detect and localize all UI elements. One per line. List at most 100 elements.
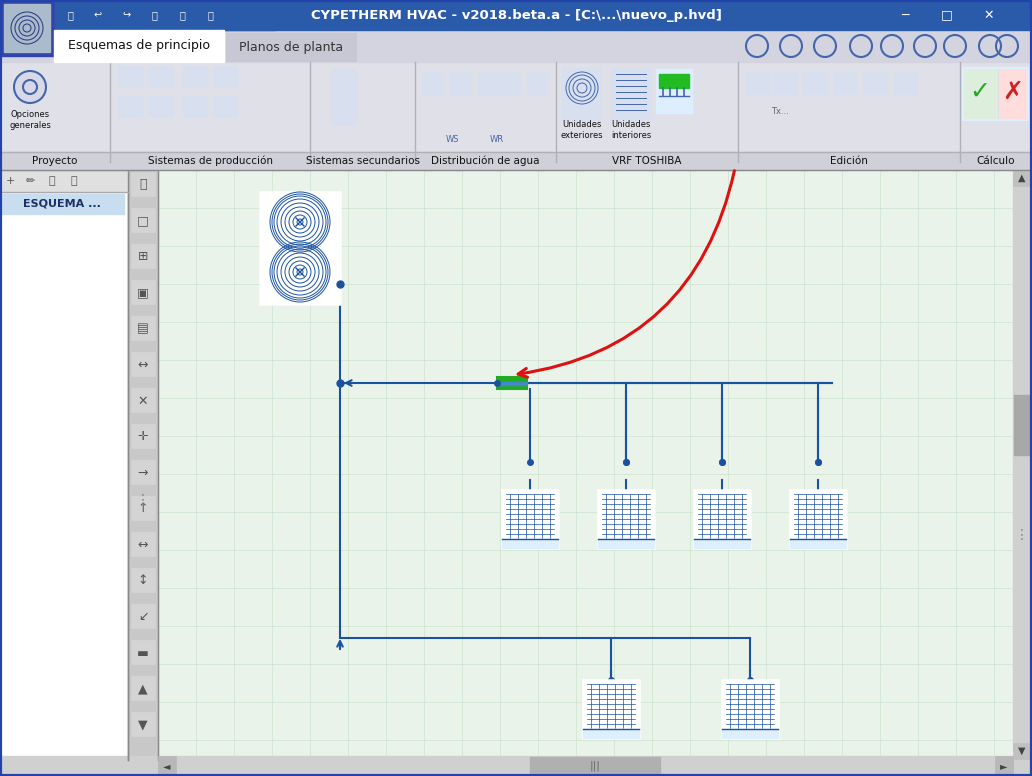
Text: ▼: ▼ xyxy=(138,719,148,732)
Text: Edición: Edición xyxy=(830,156,868,166)
Text: ▲: ▲ xyxy=(138,683,148,695)
Text: 🔧: 🔧 xyxy=(139,178,147,192)
Bar xyxy=(131,424,155,448)
Bar xyxy=(833,72,857,94)
Text: □: □ xyxy=(941,9,953,22)
Bar xyxy=(131,640,155,664)
Text: Esquemas de principio: Esquemas de principio xyxy=(68,40,209,53)
Text: ✕: ✕ xyxy=(137,394,149,407)
Bar xyxy=(497,377,527,389)
Bar xyxy=(4,4,50,52)
Text: ↕: ↕ xyxy=(137,574,149,587)
Bar xyxy=(722,729,778,738)
Bar xyxy=(54,30,224,62)
Text: |||: ||| xyxy=(589,760,601,771)
Bar xyxy=(1013,170,1032,750)
Text: ▼: ▼ xyxy=(1019,746,1026,756)
Bar xyxy=(1013,170,1032,186)
Bar xyxy=(502,490,558,548)
Text: ↑: ↑ xyxy=(137,503,149,515)
Bar xyxy=(131,712,155,736)
Bar xyxy=(499,72,520,94)
Text: □: □ xyxy=(137,214,149,227)
Bar xyxy=(131,460,155,484)
Text: Proyecto: Proyecto xyxy=(32,156,77,166)
Bar xyxy=(657,70,691,112)
Bar xyxy=(791,539,846,548)
Text: ◄: ◄ xyxy=(163,761,170,771)
Bar xyxy=(563,68,601,120)
Bar xyxy=(128,170,158,760)
Text: CYPETHERM HVAC - v2018.beta.a - [C:\...\nuevo_p.hvd]: CYPETHERM HVAC - v2018.beta.a - [C:\...\… xyxy=(311,9,721,22)
Bar xyxy=(118,66,142,86)
Bar xyxy=(183,66,207,86)
Bar xyxy=(963,68,1028,120)
Text: WS: WS xyxy=(445,136,459,144)
Text: 🖨: 🖨 xyxy=(70,176,77,186)
Bar xyxy=(791,490,846,548)
Bar xyxy=(55,0,275,30)
Text: ✗: ✗ xyxy=(1002,80,1024,104)
Bar xyxy=(131,244,155,268)
Text: 🌐: 🌐 xyxy=(180,10,185,20)
Bar xyxy=(213,96,237,116)
Text: ↪: ↪ xyxy=(122,10,130,20)
Bar xyxy=(148,66,172,86)
Bar xyxy=(659,74,689,88)
Bar xyxy=(131,532,155,556)
Bar xyxy=(527,72,547,94)
Text: Sistemas de producción: Sistemas de producción xyxy=(148,156,272,166)
Text: ↩: ↩ xyxy=(94,10,102,20)
Bar xyxy=(0,756,158,776)
Text: Planos de planta: Planos de planta xyxy=(239,40,343,54)
Text: Cálculo: Cálculo xyxy=(976,156,1015,166)
Bar xyxy=(502,539,558,548)
Bar xyxy=(999,68,1027,120)
Bar xyxy=(1013,756,1032,776)
Circle shape xyxy=(14,71,46,103)
Text: ↔: ↔ xyxy=(137,359,149,372)
Text: Sistemas secundarios: Sistemas secundarios xyxy=(305,156,419,166)
Text: 📋: 📋 xyxy=(49,176,56,186)
Text: Opciones
generales: Opciones generales xyxy=(9,110,51,130)
Bar xyxy=(694,539,750,548)
Bar xyxy=(213,66,237,86)
Bar xyxy=(598,490,654,548)
Bar xyxy=(450,72,470,94)
Bar xyxy=(863,72,886,94)
Bar xyxy=(131,604,155,628)
Text: ▲: ▲ xyxy=(1019,173,1026,183)
Bar xyxy=(118,96,142,116)
Bar xyxy=(131,568,155,592)
Bar xyxy=(158,170,1013,760)
Bar xyxy=(183,96,207,116)
Bar xyxy=(158,756,176,776)
Text: Unidades
exteriores: Unidades exteriores xyxy=(560,120,604,140)
Text: ↔: ↔ xyxy=(137,539,149,552)
Text: Unidades
interiores: Unidades interiores xyxy=(611,120,651,140)
Bar xyxy=(131,496,155,520)
Bar xyxy=(332,70,356,125)
Bar xyxy=(131,172,155,196)
Bar xyxy=(803,72,827,94)
Bar xyxy=(0,170,128,192)
Bar xyxy=(995,756,1013,776)
Bar xyxy=(131,280,155,304)
Text: →: → xyxy=(137,466,149,480)
Bar xyxy=(226,33,356,61)
Text: ▣: ▣ xyxy=(137,286,149,300)
Bar xyxy=(0,30,1032,62)
Bar xyxy=(583,680,639,738)
Text: ─: ─ xyxy=(901,9,909,22)
Bar xyxy=(148,96,172,116)
Bar xyxy=(773,72,797,94)
Bar xyxy=(131,208,155,232)
Bar xyxy=(1013,743,1032,759)
Bar xyxy=(530,757,660,775)
Bar xyxy=(598,539,654,548)
Bar xyxy=(478,72,498,94)
Bar xyxy=(612,68,650,120)
Bar xyxy=(2,194,124,214)
Bar xyxy=(0,152,1032,170)
Text: ⊞: ⊞ xyxy=(137,251,149,264)
